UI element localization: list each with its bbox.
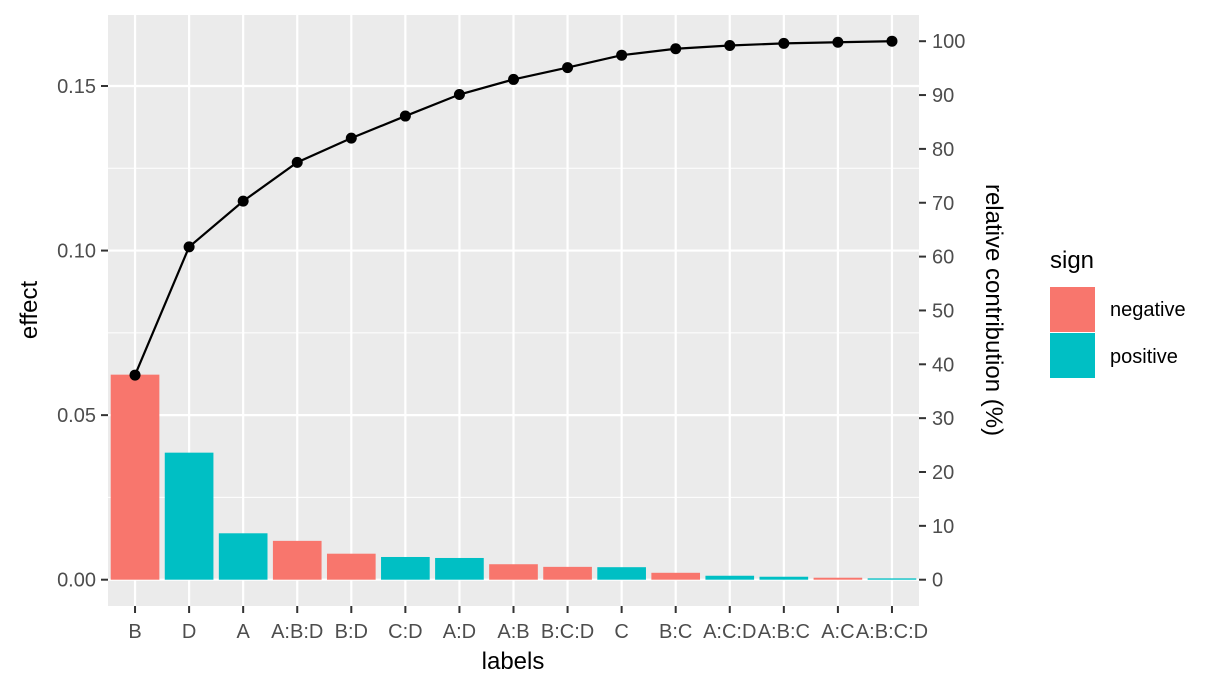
x-tick-label-C:D: C:D bbox=[388, 621, 422, 643]
bar-B bbox=[110, 374, 160, 580]
legend-swatch-positive bbox=[1050, 333, 1095, 378]
y2-tick-label: 10 bbox=[932, 516, 954, 538]
cumulative-point-C bbox=[616, 49, 628, 61]
y2-tick-label: 80 bbox=[932, 139, 954, 161]
cumulative-point-B:C bbox=[670, 43, 682, 55]
x-tick-label-A:D: A:D bbox=[443, 621, 476, 643]
bar-A:B:C:D bbox=[867, 578, 917, 580]
cumulative-point-A bbox=[237, 195, 249, 207]
cumulative-point-B:D bbox=[345, 132, 357, 144]
x-tick-label-B: B bbox=[128, 621, 141, 643]
y2-tick-label: 0 bbox=[932, 570, 943, 592]
x-tick-label-D: D bbox=[182, 621, 196, 643]
y-tick-label: 0.00 bbox=[57, 570, 96, 592]
x-tick-label-A:B:C: A:B:C bbox=[758, 621, 810, 643]
legend-label-negative: negative bbox=[1110, 299, 1186, 321]
bar-B:C:D bbox=[543, 566, 592, 580]
x-tick-label-A: A bbox=[236, 621, 250, 643]
y2-tick-label: 50 bbox=[932, 300, 954, 322]
cumulative-line bbox=[129, 35, 898, 381]
cumulative-point-A:B:C bbox=[778, 37, 790, 49]
y2-tick-label: 40 bbox=[932, 354, 954, 376]
bar-A:B:C bbox=[759, 576, 809, 580]
y2-axis-title: relative contribution (%) bbox=[980, 184, 1007, 436]
bar-A:B:D bbox=[272, 540, 322, 580]
bar-A bbox=[218, 533, 268, 580]
bar-C bbox=[597, 567, 646, 580]
cumulative-point-A:B:C:D bbox=[886, 35, 898, 47]
bar-D bbox=[164, 452, 214, 580]
y2-tick-label: 70 bbox=[932, 193, 954, 215]
x-tick-label-B:C: B:C bbox=[659, 621, 692, 643]
x-tick-label-C: C bbox=[614, 621, 628, 643]
y-axis-right: 0 10 20 30 40 50 60 70 80 90 100 bbox=[919, 31, 965, 592]
x-tick-label-A:C:D: A:C:D bbox=[703, 621, 756, 643]
y2-tick-label: 60 bbox=[932, 247, 954, 269]
cumulative-point-A:B bbox=[508, 73, 519, 85]
x-axis: B D A A:B:D B:D C:D A:D A:B B:C:D C B:C A:C:D A:B:C A… bbox=[128, 606, 928, 643]
cumulative-point-A:D bbox=[453, 89, 465, 101]
y2-tick-label: 30 bbox=[932, 408, 954, 430]
legend-title: sign bbox=[1050, 247, 1094, 274]
x-tick-label-A:B:C:D: A:B:C:D bbox=[856, 621, 928, 643]
cumulative-point-B:C:D bbox=[562, 62, 574, 74]
legend-swatch-negative bbox=[1050, 287, 1095, 332]
bars bbox=[110, 374, 917, 580]
y-tick-label: 0.05 bbox=[57, 405, 96, 427]
x-tick-label-B:D: B:D bbox=[335, 621, 368, 643]
y-axis-left: 0.00 0.05 0.10 0.15 bbox=[57, 76, 108, 592]
y2-tick-label: 100 bbox=[932, 31, 965, 53]
bar-A:C:D bbox=[705, 575, 755, 580]
bar-B:D bbox=[326, 553, 376, 580]
y-tick-label: 0.10 bbox=[57, 241, 96, 263]
cumulative-point-C:D bbox=[399, 110, 411, 122]
y-tick-label: 0.15 bbox=[57, 76, 96, 98]
y2-tick-label: 20 bbox=[932, 462, 954, 484]
bar-A:D bbox=[435, 557, 484, 580]
bar-A:B bbox=[489, 564, 538, 580]
cumulative-point-A:C:D bbox=[724, 40, 736, 52]
bar-A:C bbox=[813, 577, 863, 580]
cumulative-point-A:B:D bbox=[291, 156, 303, 168]
y2-tick-label: 90 bbox=[932, 85, 954, 107]
bar-B:C bbox=[651, 572, 701, 580]
gridlines bbox=[108, 15, 919, 606]
x-tick-label-A:C: A:C bbox=[821, 621, 854, 643]
cumulative-point-B bbox=[129, 369, 141, 381]
legend: sign negative positive bbox=[1050, 247, 1186, 378]
cumulative-point-A:C bbox=[832, 36, 844, 48]
cumulative-point-D bbox=[183, 241, 195, 253]
y-axis-title: effect bbox=[16, 281, 43, 340]
x-tick-label-B:C:D: B:C:D bbox=[541, 621, 594, 643]
x-axis-title: labels bbox=[482, 648, 545, 675]
bar-C:D bbox=[381, 556, 430, 580]
x-tick-label-A:B: A:B bbox=[497, 621, 529, 643]
legend-label-positive: positive bbox=[1110, 346, 1178, 368]
x-tick-label-A:B:D: A:B:D bbox=[271, 621, 323, 643]
